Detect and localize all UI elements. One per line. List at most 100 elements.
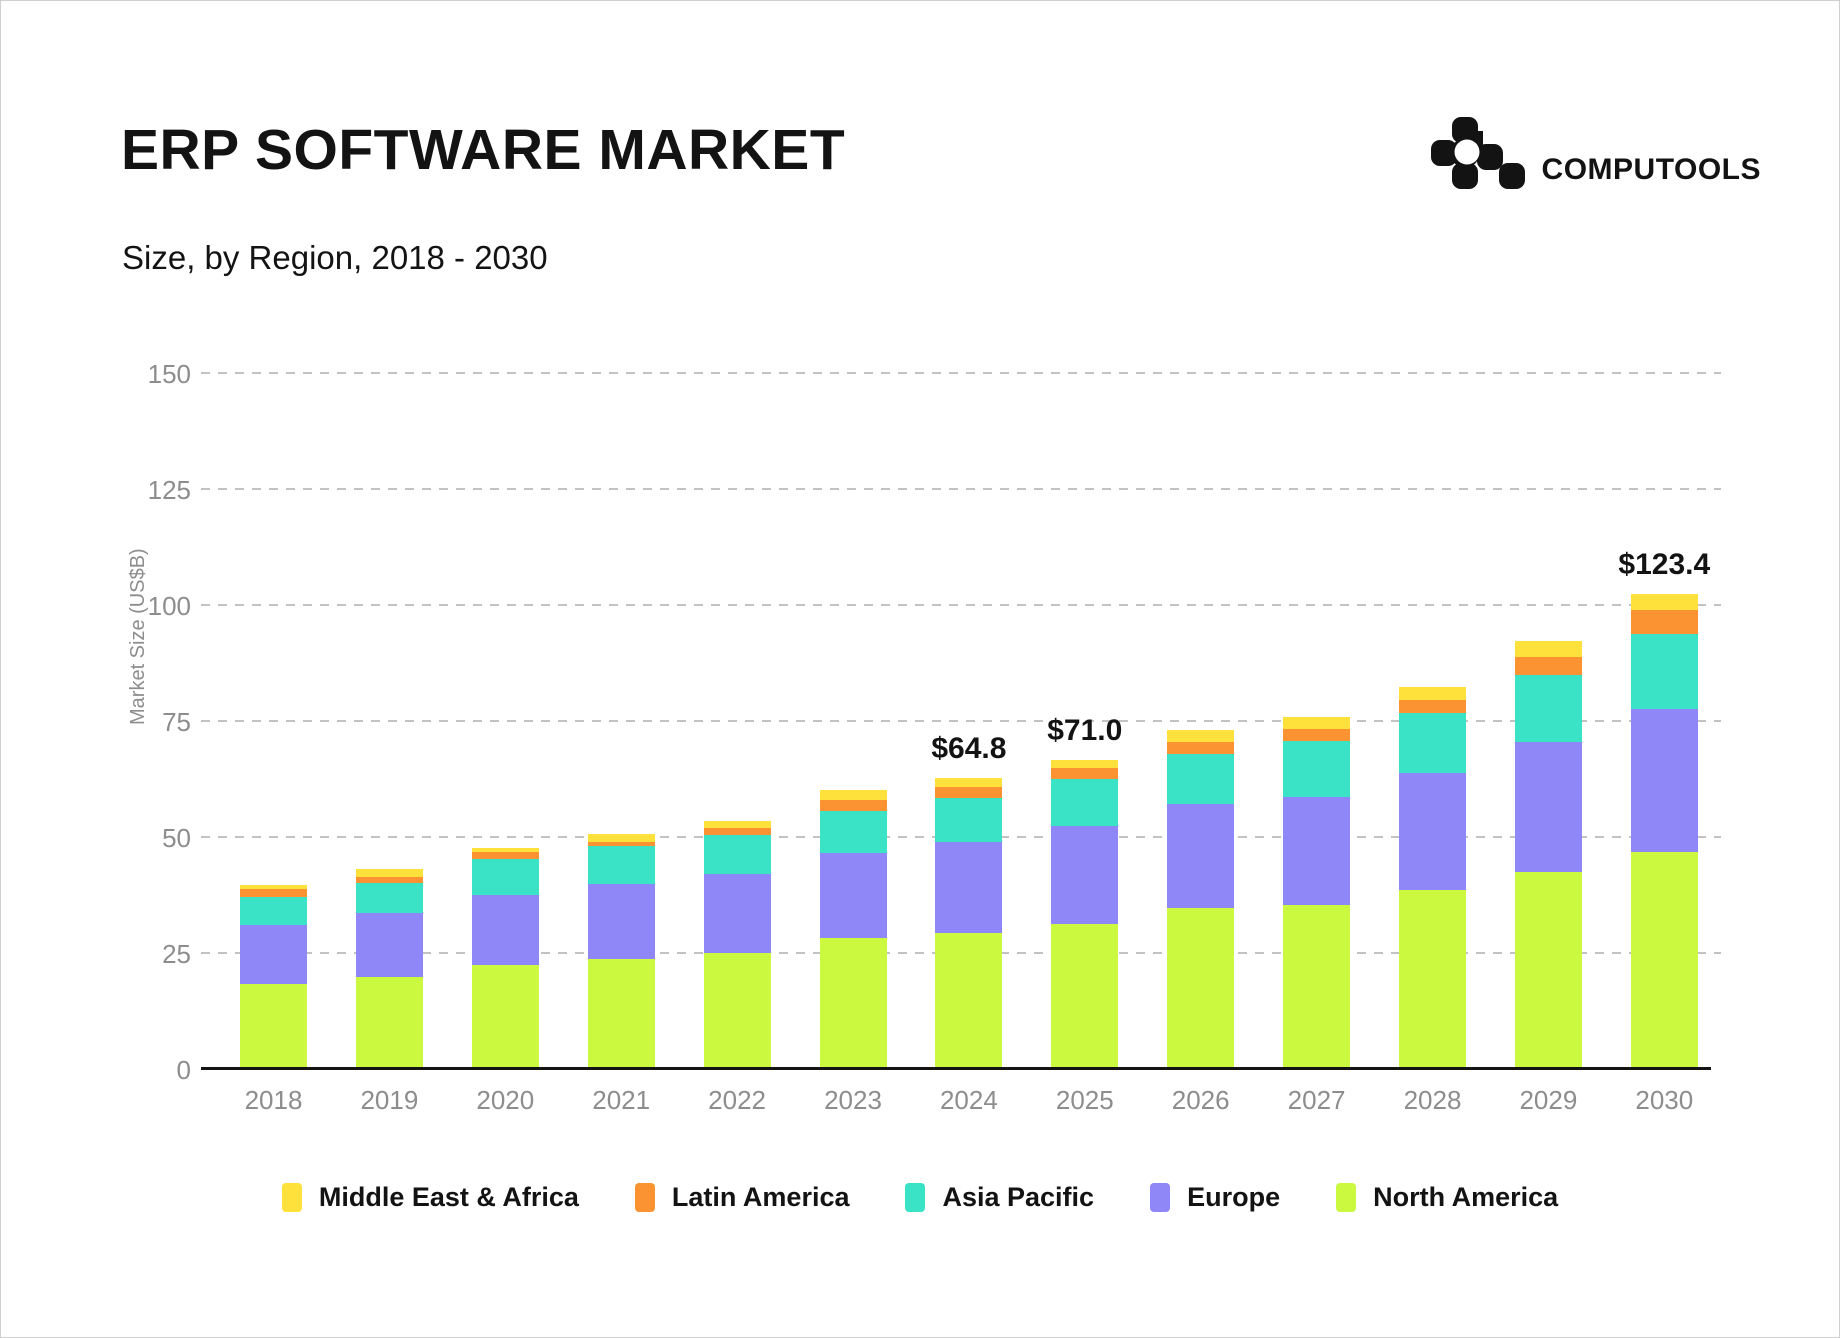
bar-2027: [1283, 716, 1351, 1069]
bar-2020-segment-latin-america: [471, 852, 539, 860]
x-axis-label-2023: 2023: [824, 1085, 882, 1115]
bar-2021-segment-europe: [587, 884, 655, 960]
bar-2025-segment-north-america: [1051, 923, 1119, 1069]
y-axis-title: Market Size (US$B): [127, 548, 149, 725]
bar-2030: [1630, 593, 1698, 1069]
bar-2030-segment-asia-pacific: [1630, 634, 1698, 709]
legend-label: North America: [1373, 1182, 1559, 1212]
y-tick-label-25: 25: [162, 939, 191, 969]
bar-2026-segment-asia-pacific: [1167, 753, 1235, 804]
gridline-125: [201, 488, 1721, 490]
bar-2022-segment-europe: [703, 874, 771, 953]
bar-2025-segment-europe: [1051, 825, 1119, 924]
legend-item-latin-america: Latin America: [634, 1182, 850, 1212]
bar-2030-segment-north-america: [1630, 852, 1698, 1069]
bar-2027-segment-asia-pacific: [1283, 740, 1351, 797]
bar-2025-segment-middle-east-africa: [1051, 759, 1119, 769]
bar-2030-segment-middle-east-africa: [1630, 593, 1698, 611]
legend-label: Latin America: [671, 1182, 850, 1212]
y-tick-label-125: 125: [147, 475, 191, 505]
bar-2028-segment-asia-pacific: [1399, 713, 1466, 773]
bar-2027-segment-north-america: [1283, 904, 1351, 1069]
bar-2018-segment-asia-pacific: [240, 897, 307, 925]
bar-2019-segment-latin-america: [355, 877, 423, 883]
bar-2021-segment-north-america: [587, 959, 655, 1069]
bar-2024-segment-asia-pacific: [935, 797, 1003, 843]
bar-2026-segment-north-america: [1167, 908, 1235, 1069]
bar-2022: [703, 820, 771, 1069]
bar-2021-segment-middle-east-africa: [587, 833, 655, 842]
bar-2020-segment-middle-east-africa: [471, 848, 539, 853]
bar-2020: [471, 848, 539, 1069]
annotation-2025: $71.0: [1047, 713, 1123, 747]
bar-2022-segment-middle-east-africa: [703, 820, 771, 828]
annotation-2030: $123.4: [1618, 547, 1711, 581]
computools-logo-text: COMPUTOOLS: [1541, 153, 1761, 186]
bar-2028: [1399, 686, 1466, 1069]
bar-2030-segment-europe: [1630, 708, 1698, 853]
bar-2029-segment-latin-america: [1514, 656, 1582, 675]
bar-2018-segment-latin-america: [240, 889, 307, 898]
x-axis-label-2022: 2022: [708, 1085, 767, 1115]
bar-2025-segment-latin-america: [1051, 768, 1119, 779]
bar-2028-segment-north-america: [1399, 890, 1466, 1069]
legend-item-middle-east-africa: Middle East & Africa: [281, 1182, 579, 1212]
page-title: ERP SOFTWARE MARKET: [121, 118, 846, 182]
bar-2029-segment-north-america: [1514, 872, 1582, 1069]
x-axis-label-2018: 2018: [244, 1085, 303, 1115]
bar-2027-segment-latin-america: [1283, 728, 1351, 741]
bar-2021-segment-latin-america: [587, 841, 655, 847]
gridline-75: [201, 720, 1721, 722]
bar-2026-segment-middle-east-africa: [1167, 730, 1235, 743]
bar-2024-segment-north-america: [935, 933, 1003, 1069]
bar-2025: [1051, 759, 1119, 1069]
x-axis-label-2021: 2021: [592, 1085, 651, 1115]
legend-label: Europe: [1187, 1182, 1281, 1212]
bar-2026-segment-europe: [1167, 803, 1235, 909]
x-axis-label-2030: 2030: [1635, 1085, 1694, 1115]
bar-2024: [935, 777, 1003, 1069]
bar-2028-segment-middle-east-africa: [1399, 686, 1466, 700]
x-axis-label-2026: 2026: [1171, 1085, 1230, 1115]
gridline-150: [201, 372, 1721, 374]
gridline-100: [201, 604, 1721, 606]
bar-2019-segment-middle-east-africa: [355, 869, 423, 878]
bar-2029-segment-asia-pacific: [1514, 674, 1582, 743]
bar-2027-segment-europe: [1283, 796, 1351, 905]
x-axis-label-2020: 2020: [476, 1085, 535, 1115]
bar-2025-segment-asia-pacific: [1051, 778, 1119, 826]
bar-2028-segment-latin-america: [1399, 699, 1466, 714]
x-axis-line: [201, 1067, 1711, 1070]
x-axis-label-2019: 2019: [360, 1085, 419, 1115]
page-subtitle: Size, by Region, 2018 - 2030: [122, 239, 548, 276]
bar-2029-segment-middle-east-africa: [1514, 641, 1582, 657]
bar-2021: [587, 833, 655, 1069]
bar-2023-segment-asia-pacific: [819, 810, 887, 854]
bar-2022-segment-latin-america: [703, 827, 771, 836]
bar-2019-segment-asia-pacific: [355, 882, 423, 913]
bar-2018-segment-north-america: [240, 984, 307, 1069]
legend-item-asia-pacific: Asia Pacific: [905, 1183, 1094, 1212]
annotation-2024: $64.8: [931, 731, 1007, 765]
bar-2027-segment-middle-east-africa: [1283, 716, 1351, 729]
y-tick-label-75: 75: [162, 707, 191, 737]
bar-2029-segment-europe: [1514, 742, 1582, 873]
bar-2019: [355, 869, 423, 1069]
y-tick-label-150: 150: [147, 359, 191, 389]
x-axis-label-2029: 2029: [1519, 1085, 1578, 1115]
bar-2026-segment-latin-america: [1167, 742, 1235, 754]
legend-swatch: [905, 1183, 926, 1212]
plot-area: [201, 372, 1721, 1069]
bar-2030-segment-latin-america: [1630, 610, 1698, 635]
legend-swatch: [1150, 1183, 1171, 1212]
x-axis-label-2027: 2027: [1287, 1085, 1346, 1115]
legend-label: Middle East & Africa: [318, 1182, 579, 1212]
legend-item-north-america: North America: [1336, 1183, 1558, 1212]
bar-2029: [1514, 641, 1582, 1069]
bar-2020-segment-europe: [471, 894, 539, 966]
computools-logo: COMPUTOOLS: [1430, 117, 1761, 189]
legend-label: Asia Pacific: [942, 1182, 1095, 1212]
x-axis-label-2024: 2024: [939, 1085, 998, 1115]
